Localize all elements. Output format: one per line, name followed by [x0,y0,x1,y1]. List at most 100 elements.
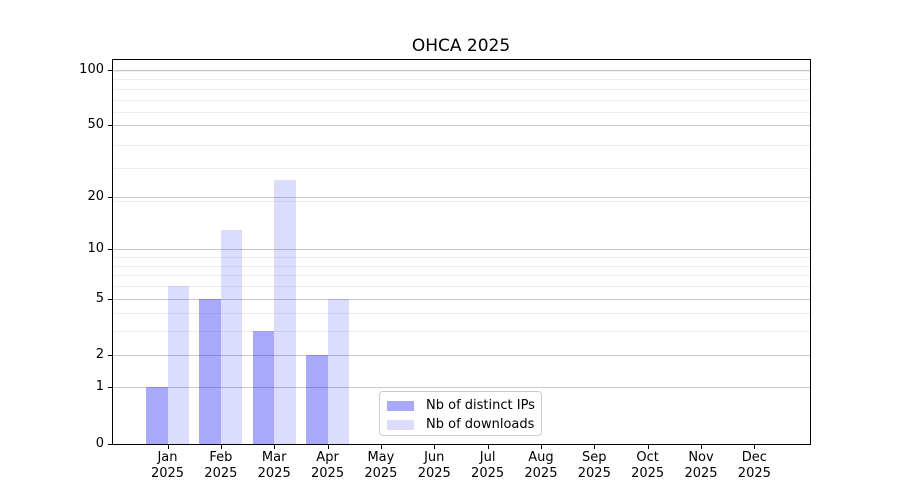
x-tick-year: 2025 [471,466,505,481]
gridline-minor [113,112,810,114]
y-tick [108,125,112,127]
y-tick [108,70,112,72]
x-tick-label: Oct 2025 [618,450,678,482]
bar-distinct-ips-apr [306,354,328,444]
x-tick [434,444,436,449]
x-tick-month: Apr [316,450,339,465]
legend-swatch-distinct-ips [387,400,414,411]
x-tick-month: May [367,450,395,465]
gridline-major [113,70,810,72]
gridline-minor [113,79,810,81]
plot-area [112,59,811,445]
gridline-minor [113,257,810,259]
legend-label-downloads: Nb of downloads [426,417,535,432]
y-tick-label: 0 [95,435,104,451]
x-tick-year: 2025 [524,466,558,481]
y-tick [108,387,112,389]
x-tick-year: 2025 [737,466,771,481]
x-tick-month: Dec [741,450,767,465]
gridline-minor [113,313,810,315]
x-tick-year: 2025 [577,466,611,481]
y-tick [108,354,112,356]
bar-distinct-ips-feb [199,298,221,444]
x-tick-label: Mar 2025 [244,450,304,482]
x-tick-month: Jun [424,450,445,465]
chart-title: OHCA 2025 [411,36,511,56]
x-tick-year: 2025 [684,466,718,481]
gridline-major [113,298,810,300]
x-tick-year: 2025 [150,466,185,481]
legend-item-distinct-ips: Nb of distinct IPs [380,396,541,415]
x-tick-month: Oct [636,450,659,465]
gridline-major [113,249,810,251]
x-tick-label: Jan 2025 [138,450,198,482]
gridline-minor [113,88,810,90]
x-tick-label: Jul 2025 [458,450,518,482]
bar-downloads-jan [167,286,189,444]
x-tick-year: 2025 [364,466,398,481]
x-tick-month: Jan [157,450,178,465]
x-tick-label: Dec 2025 [724,450,784,482]
legend-item-downloads: Nb of downloads [380,415,541,434]
x-tick-month: Aug [528,450,554,465]
x-tick-label: Nov 2025 [671,450,731,482]
gridline-major [113,197,810,199]
bar-downloads-feb [220,229,243,444]
x-tick [220,444,222,449]
x-tick [754,444,756,449]
y-tick-label: 50 [87,117,104,133]
gridline-minor [113,331,810,333]
x-tick-year: 2025 [257,466,291,481]
gridline-minor [113,70,810,72]
x-tick-label: Aug 2025 [511,450,571,482]
x-tick [487,444,489,449]
x-tick-month: Nov [688,450,714,465]
x-tick-year: 2025 [631,466,665,481]
y-tick-label: 5 [95,290,104,306]
x-tick [594,444,596,449]
bar-downloads-mar [274,179,296,444]
bar-downloads-apr [327,298,350,444]
x-tick-year: 2025 [417,466,451,481]
x-tick [274,444,276,449]
y-tick [108,443,112,445]
x-tick-month: Mar [261,450,287,465]
x-tick-label: Feb 2025 [191,450,251,482]
y-tick-label: 1 [95,379,104,395]
gridline-minor [113,168,810,170]
x-tick [380,444,382,449]
y-tick-label: 2 [95,346,104,362]
gridline-major [113,125,810,127]
x-tick-month: Sep [582,450,607,465]
legend-label-distinct-ips: Nb of distinct IPs [426,398,535,413]
gridline-major [113,354,810,356]
x-tick [647,444,649,449]
x-tick [167,444,169,449]
x-tick [701,444,702,449]
bar-distinct-ips-mar [252,331,275,444]
y-tick-label: 20 [87,189,104,205]
gridline-minor [113,275,810,277]
y-tick [108,298,112,300]
legend: Nb of distinct IPs Nb of downloads [379,391,542,436]
gridline-major [113,387,810,389]
x-tick-month: Jul [479,450,496,465]
bar-distinct-ips-jan [146,387,168,444]
gridline-minor [113,145,810,147]
gridline-minor [113,201,810,203]
x-tick-label: May 2025 [351,450,411,482]
x-tick-label: Sep 2025 [564,450,624,482]
x-tick-year: 2025 [204,466,238,481]
gridline-minor [113,99,810,101]
gridline-minor [113,265,810,267]
y-tick-label: 10 [87,241,104,257]
y-tick [108,249,112,251]
legend-swatch-downloads [387,419,414,430]
x-tick-label: Jun 2025 [404,450,464,482]
x-tick [327,444,329,449]
y-tick [108,197,112,199]
x-tick [540,444,542,449]
x-tick-label: Apr 2025 [298,450,358,482]
gridline-minor [113,286,810,288]
